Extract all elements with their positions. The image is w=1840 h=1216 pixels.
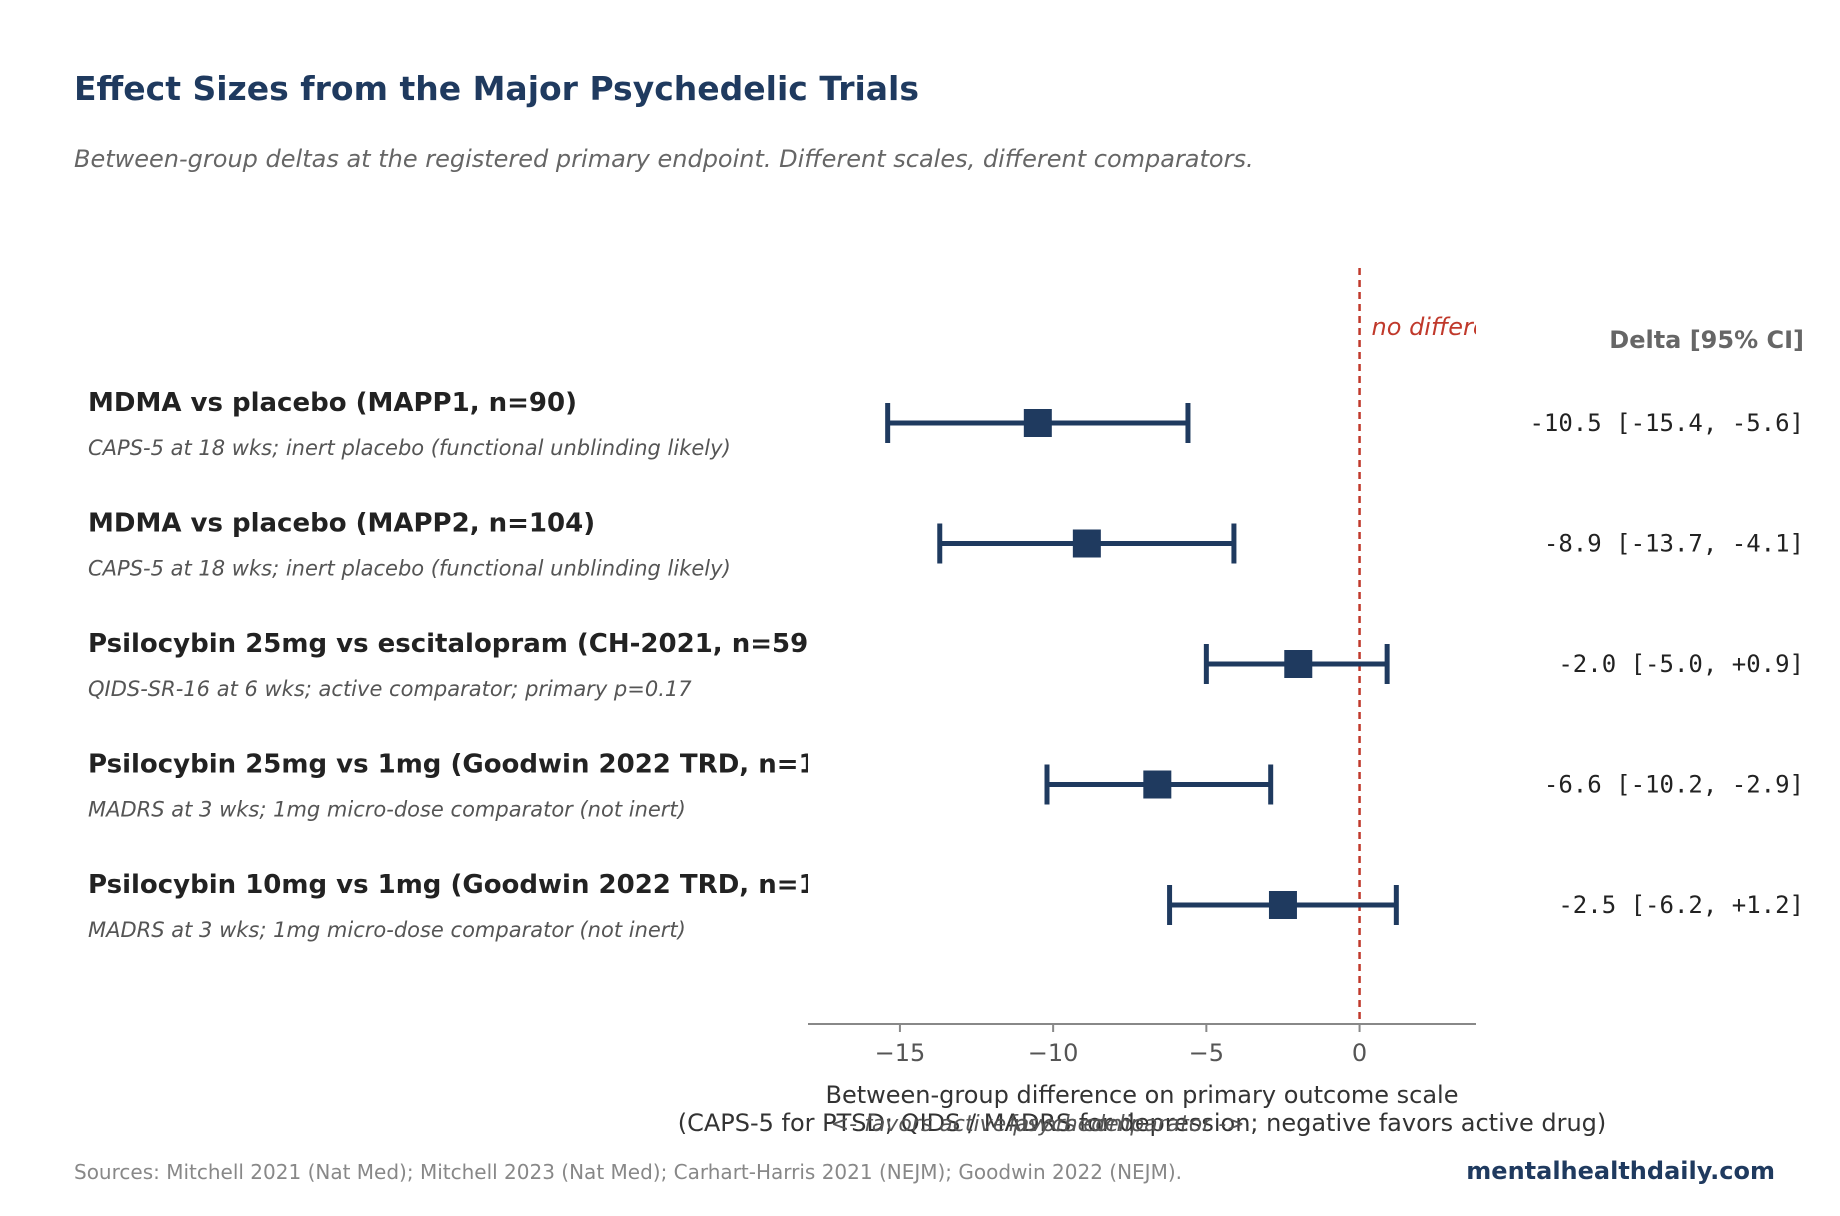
row-label-5: Psilocybin 10mg vs 1mg (Goodwin 2022 TRD…: [88, 870, 865, 900]
row-sublabel-1: CAPS-5 at 18 wks; inert placebo (functio…: [88, 436, 731, 460]
ci-text-4: -6.6 [-10.2, -2.9]: [1544, 771, 1804, 799]
point-estimate-2: [1072, 529, 1101, 558]
brand-link[interactable]: mentalhealthdaily.com: [1466, 1157, 1775, 1185]
favors-left-label: <- favors active psychedelic: [831, 1112, 1143, 1137]
row-labels: MDMA vs placebo (MAPP1, n=90) CAPS-5 at 1…: [88, 388, 865, 942]
favors-right-label: favors comparator ->: [1008, 1112, 1245, 1137]
sources-note: Sources: Mitchell 2021 (Nat Med); Mitche…: [74, 1160, 1182, 1184]
ci-text-5: -2.5 [-6.2, +1.2]: [1558, 891, 1804, 919]
ci-texts: -10.5 [-15.4, -5.6] -8.9 [-13.7, -4.1] -2.…: [1529, 409, 1804, 919]
row-sublabel-3: QIDS-SR-16 at 6 wks; active comparator; …: [88, 677, 692, 701]
point-estimate-5: [1268, 891, 1297, 919]
x-tick-label: −5: [1189, 1039, 1224, 1067]
row-sublabel-4: MADRS at 3 wks; 1mg micro-dose comparato…: [88, 798, 686, 822]
chart-subtitle: Between-group deltas at the registered p…: [74, 145, 1254, 173]
row-label-2: MDMA vs placebo (MAPP2, n=104): [88, 509, 595, 539]
ci-text-3: -2.0 [-5.0, +0.9]: [1558, 650, 1804, 678]
row-label-3: Psilocybin 25mg vs escitalopram (CH-2021…: [88, 629, 820, 659]
x-tick-label: −10: [1028, 1039, 1079, 1067]
point-estimate-1: [1023, 409, 1052, 437]
row-label-1: MDMA vs placebo (MAPP1, n=90): [88, 388, 577, 418]
x-axis-label-line-2: (CAPS-5 for PTSD; QIDS / MADRS for depre…: [678, 1109, 1607, 1137]
row-label-4: Psilocybin 25mg vs 1mg (Goodwin 2022 TRD…: [88, 750, 865, 780]
no-difference-label: no difference: [1372, 313, 1531, 341]
x-tick-label: 0: [1352, 1039, 1367, 1067]
x-tick-label: −15: [875, 1039, 926, 1067]
ci-text-1: -10.5 [-15.4, -5.6]: [1529, 409, 1804, 437]
plot-marks: [885, 403, 1399, 925]
x-axis-ticks: −15 −10 −5 0: [875, 1024, 1367, 1067]
x-axis-label-line-1: Between-group difference on primary outc…: [826, 1081, 1459, 1109]
ci-text-2: -8.9 [-13.7, -4.1]: [1544, 530, 1804, 558]
point-estimate-4: [1143, 770, 1172, 799]
row-sublabel-2: CAPS-5 at 18 wks; inert placebo (functio…: [88, 557, 731, 581]
row-sublabel-5: MADRS at 3 wks; 1mg micro-dose comparato…: [88, 918, 686, 942]
ci-column-header: Delta [95% CI]: [1609, 326, 1804, 354]
chart-title: Effect Sizes from the Major Psychedelic …: [74, 69, 919, 108]
point-estimate-3: [1284, 650, 1313, 678]
